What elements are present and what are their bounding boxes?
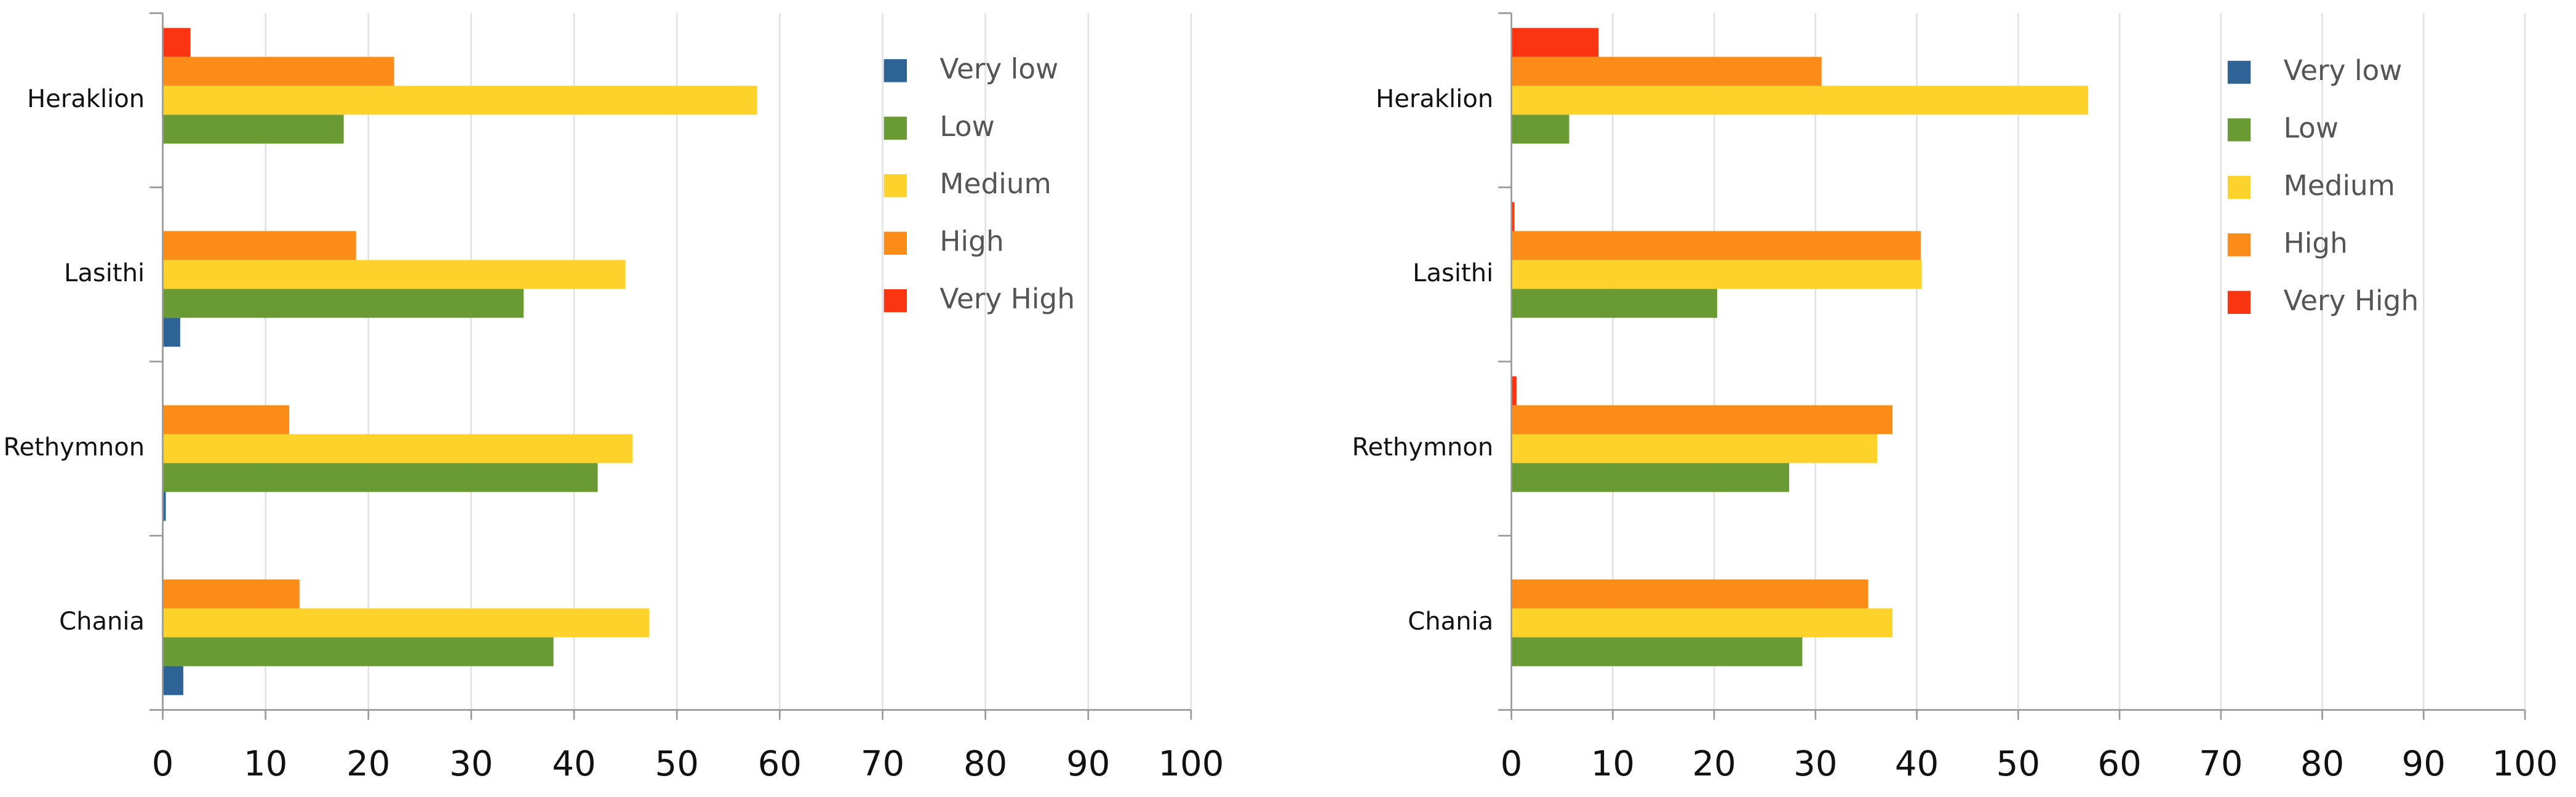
bar xyxy=(162,666,183,695)
bar xyxy=(1511,608,1893,638)
y-tick-label: Rethymnon xyxy=(3,433,145,462)
bar xyxy=(162,57,394,86)
bar xyxy=(162,434,633,463)
y-tick-label: Heraklion xyxy=(27,85,145,113)
bar xyxy=(1511,28,1599,57)
legend-label: High xyxy=(939,225,1003,258)
legend-label: Medium xyxy=(2284,169,2395,202)
bar xyxy=(162,28,191,57)
bar xyxy=(1511,114,1569,144)
bar xyxy=(162,289,524,318)
x-tick-label: 100 xyxy=(2492,744,2558,784)
bar xyxy=(1511,579,1868,609)
bar xyxy=(162,579,300,609)
x-tick-label: 80 xyxy=(963,744,1007,784)
x-tick-label: 90 xyxy=(2402,744,2446,784)
legend-label: High xyxy=(2284,226,2348,259)
legend-swatch xyxy=(2227,60,2251,84)
legend-swatch xyxy=(2227,233,2251,257)
bar xyxy=(162,318,180,347)
legend-label: Low xyxy=(939,110,994,143)
legend-swatch xyxy=(883,174,907,198)
x-tick-label: 10 xyxy=(1591,744,1635,784)
bar xyxy=(162,231,356,260)
bar xyxy=(1511,231,1921,260)
x-tick-label: 90 xyxy=(1066,744,1110,784)
bar xyxy=(1511,434,1878,463)
x-tick-label: 100 xyxy=(1158,744,1224,784)
bar xyxy=(162,637,554,667)
legend-swatch xyxy=(883,116,907,140)
x-tick-label: 20 xyxy=(346,744,390,784)
bar xyxy=(1511,86,2089,115)
bar xyxy=(1511,405,1893,435)
x-tick-label: 0 xyxy=(152,744,174,784)
legend-label: Very High xyxy=(939,282,1075,315)
legend-label: Medium xyxy=(939,167,1051,200)
x-tick-label: 60 xyxy=(758,744,802,784)
x-tick-label: 30 xyxy=(1793,744,1837,784)
bar xyxy=(1511,57,1822,86)
y-tick-label: Heraklion xyxy=(1376,85,1493,113)
bar xyxy=(162,608,650,638)
bar xyxy=(1511,376,1517,406)
bar xyxy=(1511,463,1790,492)
y-tick-label: Chania xyxy=(1408,607,1493,636)
x-tick-label: 40 xyxy=(1895,744,1939,784)
legend-label: Very low xyxy=(939,52,1058,85)
x-tick-label: 10 xyxy=(244,744,287,784)
x-tick-label: 40 xyxy=(552,744,596,784)
y-tick-label: Rethymnon xyxy=(1352,433,1494,462)
bar xyxy=(162,114,344,144)
y-tick-label: Lasithi xyxy=(64,259,145,287)
y-tick-label: Lasithi xyxy=(1413,259,1493,287)
bar xyxy=(1511,289,1718,318)
bar xyxy=(1511,202,1515,231)
legend-swatch xyxy=(883,231,907,255)
legend-label: Very low xyxy=(2284,54,2403,87)
bar xyxy=(162,492,166,521)
x-tick-label: 70 xyxy=(2199,744,2243,784)
bar xyxy=(1511,260,1922,289)
legend-swatch xyxy=(2227,118,2251,142)
bar xyxy=(162,405,290,435)
bar xyxy=(1511,637,1803,667)
x-tick-label: 70 xyxy=(861,744,904,784)
bar xyxy=(162,86,757,115)
x-tick-label: 50 xyxy=(1996,744,2040,784)
x-tick-label: 20 xyxy=(1692,744,1736,784)
x-tick-label: 0 xyxy=(1501,744,1523,784)
bar xyxy=(162,260,626,289)
x-tick-label: 60 xyxy=(2097,744,2141,784)
legend-label: Low xyxy=(2284,111,2339,144)
legend-label: Very High xyxy=(2284,284,2419,317)
legend-swatch xyxy=(2227,290,2251,314)
bar xyxy=(162,463,598,492)
legend-swatch xyxy=(883,59,907,82)
legend-swatch xyxy=(2227,175,2251,199)
x-tick-label: 30 xyxy=(449,744,493,784)
legend-swatch xyxy=(883,289,907,313)
y-tick-label: Chania xyxy=(59,607,145,636)
x-tick-label: 50 xyxy=(655,744,699,784)
x-tick-label: 80 xyxy=(2300,744,2344,784)
